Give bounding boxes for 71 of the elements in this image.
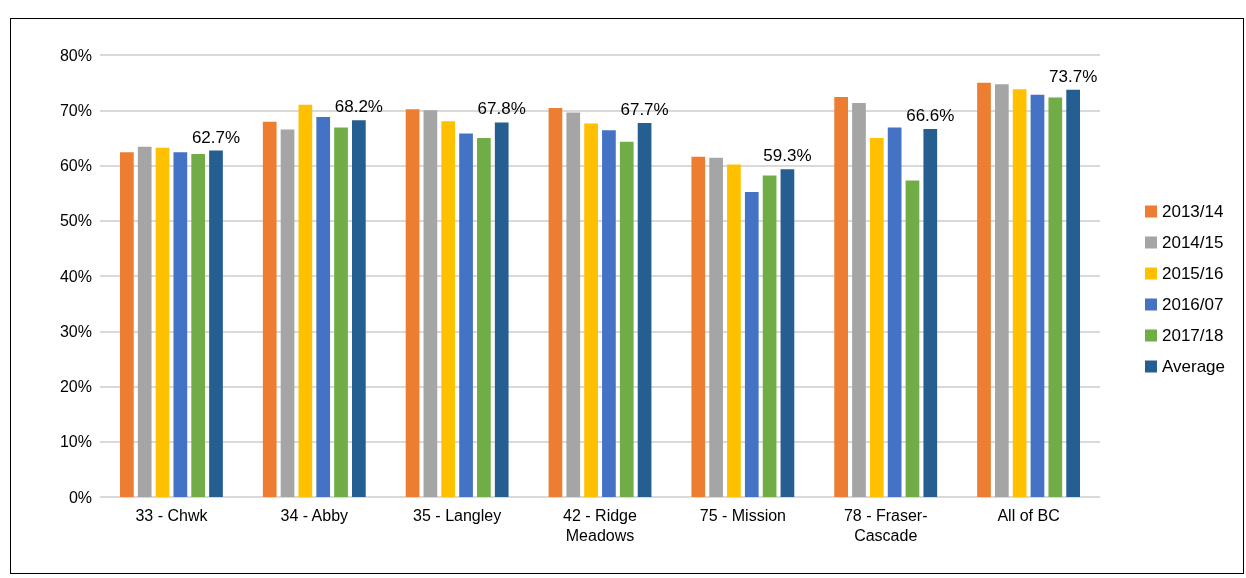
bar (405, 109, 420, 497)
data-label: 67.7% (620, 99, 669, 119)
bar (977, 82, 991, 497)
bar (1030, 94, 1045, 497)
bar (155, 147, 170, 497)
bar (852, 103, 866, 497)
legend-label: 2015/16 (1161, 264, 1224, 283)
bar (566, 112, 581, 497)
data-label: 62.7% (191, 127, 241, 147)
bar (869, 137, 884, 497)
bar (316, 116, 331, 497)
data-label: 59.3% (763, 146, 812, 166)
y-tick-label: 10% (59, 433, 92, 451)
bar (887, 127, 902, 497)
y-tick-label: 20% (59, 378, 92, 395)
bar (619, 141, 634, 497)
bar (1048, 97, 1063, 497)
bar (834, 96, 848, 497)
bar (994, 84, 1009, 497)
data-label: 68.2% (334, 97, 383, 117)
x-tick-label: 78 - Fraser- Cascade (843, 506, 928, 544)
bar (334, 127, 348, 497)
bar (762, 175, 777, 497)
bar (352, 120, 366, 497)
bar (120, 152, 134, 497)
x-tick-label: 34 - Abby (280, 506, 349, 524)
bar (441, 121, 456, 497)
bar (744, 192, 759, 497)
bar (173, 152, 188, 497)
bar (459, 133, 473, 497)
bar (280, 129, 295, 497)
x-tick-label: 75 - Mission (699, 506, 786, 524)
data-label: 67.8% (477, 99, 526, 119)
bar (1066, 89, 1080, 497)
bar (262, 121, 277, 497)
bar (691, 156, 706, 497)
legend-label: 2017/18 (1161, 326, 1224, 345)
y-tick-label: 80% (59, 46, 92, 64)
x-tick-label: 33 - Chwk (135, 506, 209, 524)
bar (709, 157, 723, 497)
x-tick-label: 35 - Langley (413, 506, 502, 524)
x-tick-label: 42 - Ridge Meadows (563, 506, 638, 544)
y-tick-label: 0% (68, 488, 92, 506)
data-label: 73.7% (1049, 66, 1098, 86)
bar (494, 122, 509, 497)
bar (477, 137, 491, 497)
y-tick-label: 70% (59, 101, 92, 119)
bar (637, 122, 652, 497)
bar (298, 104, 313, 497)
bar (905, 180, 920, 497)
bar (423, 110, 438, 497)
y-tick-label: 60% (59, 157, 92, 174)
data-label: 66.6% (906, 106, 955, 126)
bar (602, 130, 616, 497)
bar (584, 123, 598, 497)
bar (548, 108, 563, 497)
bar (780, 169, 795, 497)
bar (1012, 89, 1027, 497)
bar (923, 129, 938, 497)
legend-label: 2014/15 (1161, 233, 1224, 252)
x-tick-label: All of BC (997, 506, 1060, 524)
y-tick-label: 50% (59, 212, 92, 230)
legend-label: Average (1161, 357, 1225, 376)
y-tick-label: 30% (59, 322, 92, 340)
bar (209, 150, 223, 497)
y-tick-label: 40% (59, 267, 92, 285)
bar (727, 164, 741, 497)
legend-label: 2016/07 (1161, 295, 1224, 314)
legend-label: 2013/14 (1161, 202, 1224, 221)
bar (191, 153, 206, 497)
bar (137, 146, 152, 497)
